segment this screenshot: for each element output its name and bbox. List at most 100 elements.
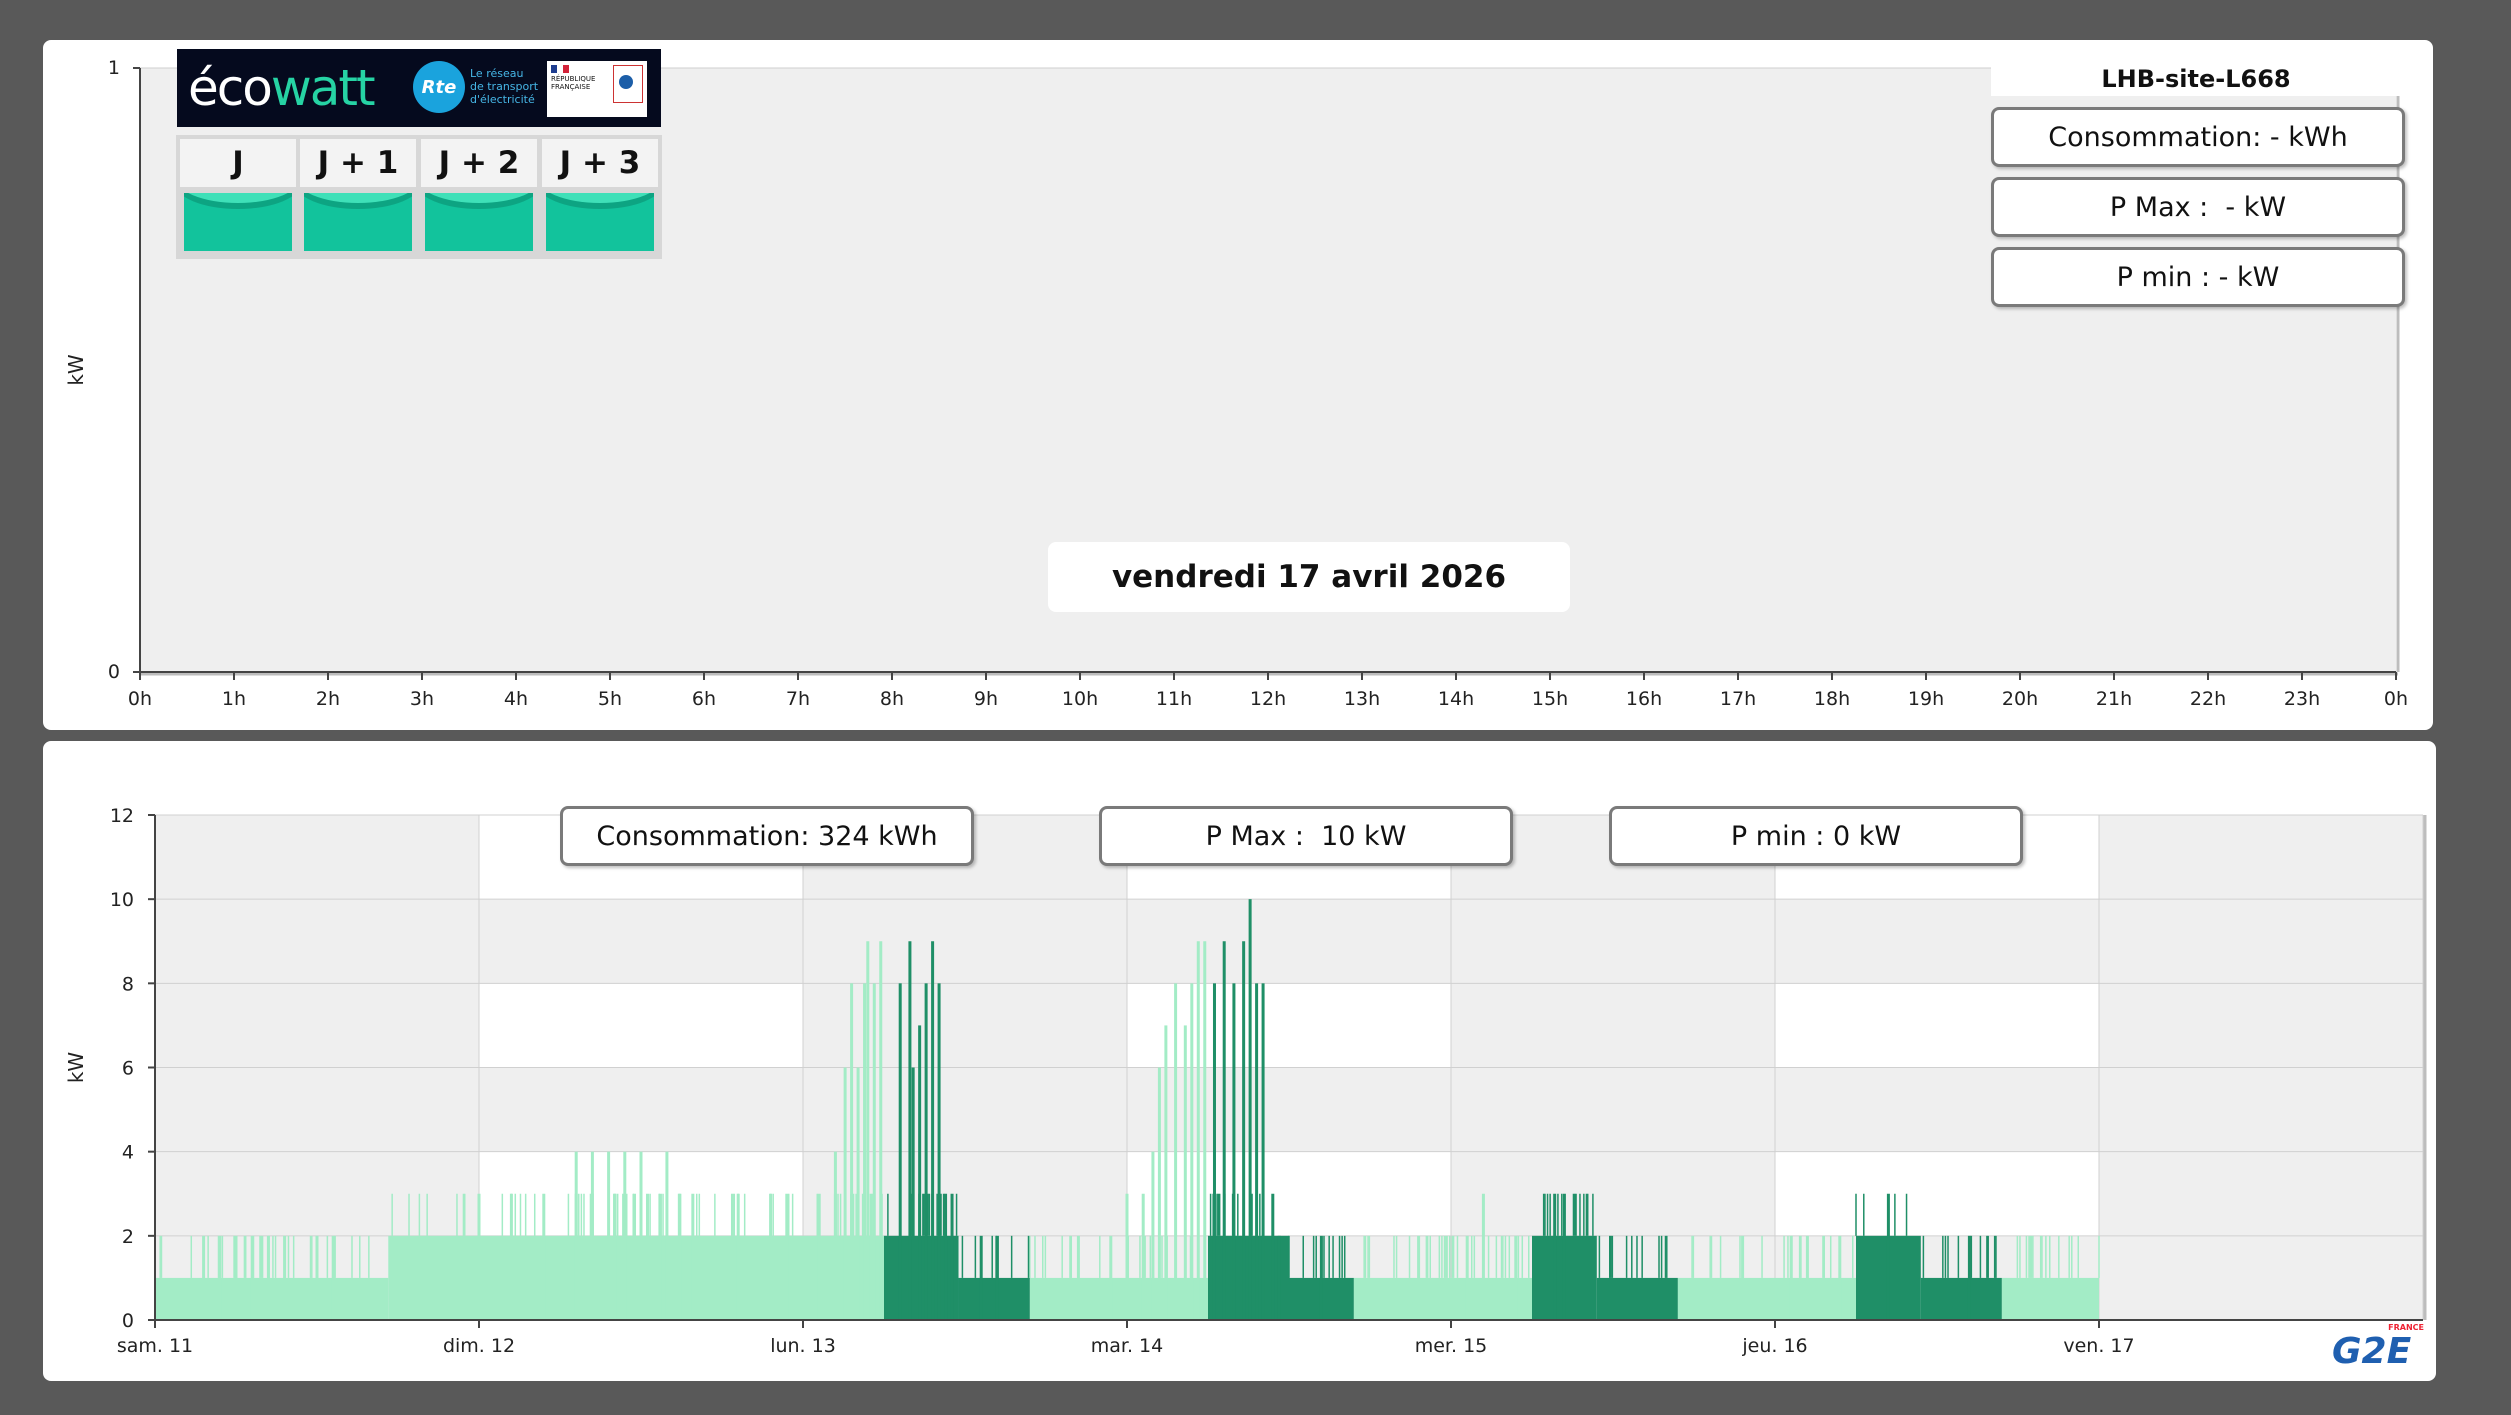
x-tick-label: 6h [692,688,716,710]
series-spike [938,983,941,1320]
series-spike [202,1236,205,1320]
series-spike [1197,941,1200,1320]
x-tick-label: 4h [504,688,528,710]
day-signal-swatch [304,193,412,251]
ecowatt-logo-prefix: éco [188,59,271,117]
marianne-flag-icon [551,65,569,73]
plot-band [1775,899,2099,983]
series-spike [1278,1236,1281,1320]
ecowatt-day-grid: J J + 1 J + 2 J + 3 [176,135,662,259]
series-segment [1678,1278,1856,1320]
rte-logo: Rte [413,61,465,113]
top-pmax-box: P Max : - kW [1991,177,2405,237]
x-tick-label: 17h [1720,688,1756,710]
y-axis-title: kW [64,354,88,386]
plot-band [2099,1068,2423,1152]
x-tick-label: 21h [2096,688,2132,710]
x-tick-label: 19h [1908,688,1944,710]
day-signal-swatch [184,193,292,251]
series-spike [863,983,866,1320]
series-segment [1354,1278,1532,1320]
series-spike [691,1194,694,1320]
day-signal-swatch [425,193,533,251]
series-spike [925,983,928,1320]
day-label: J + 1 [300,139,416,187]
series-spike [866,941,869,1320]
x-tick-label: 22h [2190,688,2226,710]
series-spike [879,941,882,1320]
ecowatt-widget: écowatt Rte Le réseau de transport d'éle… [176,49,662,259]
plot-band [2099,899,2423,983]
series-spike [944,1194,947,1320]
x-tick-label: 20h [2002,688,2038,710]
series-spike [1320,1236,1323,1320]
series-spike [1741,1236,1744,1320]
series-spike [1417,1236,1420,1320]
plot-band [1451,1068,1775,1152]
series-segment [2002,1278,2099,1320]
x-tick-label: 23h [2284,688,2320,710]
x-tick-label: 1h [222,688,246,710]
ecowatt-day-j3: J + 3 [542,139,658,257]
weekly-chart-panel: 0 2 4 6 8 10 12 sam. 11 dim. 12 lun. 13 mar. 14 mer… [43,741,2436,1381]
day-label: J [180,139,296,187]
series-spike [980,1236,983,1320]
series-spike [1223,941,1226,1320]
y-tick-label: 0 [108,661,120,683]
x-tick-label: dim. 12 [443,1335,515,1357]
day-label: J + 2 [421,139,537,187]
y-tick-label: 12 [110,805,134,827]
x-tick-label: jeu. 16 [1741,1335,1807,1357]
series-spike [1806,1236,1809,1320]
x-tick-label: ven. 17 [2063,1335,2134,1357]
x-tick-label: lun. 13 [770,1335,836,1357]
y-tick-label: 8 [122,973,134,995]
plot-band [155,899,479,983]
rte-text-line: d'électricité [470,93,538,106]
ecowatt-day-j2: J + 2 [421,139,537,257]
series-spike [1968,1236,1971,1320]
rte-text-line: de transport [470,80,538,93]
series-spike [646,1194,649,1320]
bottom-pmax-box: P Max : 10 kW [1099,806,1513,866]
y-axis-title: kW [64,1052,88,1084]
g2e-logo: G2E FRANCE [2328,1323,2428,1373]
series-segment [388,1236,884,1320]
series-spike [899,983,902,1320]
plot-band [1451,983,1775,1067]
series-spike [591,1152,594,1320]
series-spike [478,1194,481,1320]
x-tick-label: 10h [1062,688,1098,710]
series-spike [844,1068,847,1321]
bottom-consommation-box: Consommation: 324 kWh [560,806,974,866]
ecowatt-logo-suffix: watt [271,59,374,117]
x-tick-label: 13h [1344,688,1380,710]
series-spike [283,1236,286,1320]
series-spike [857,1068,860,1321]
x-tick-label: 16h [1626,688,1662,710]
series-segment [1597,1278,1678,1320]
plot-band [2099,983,2423,1067]
plot-band [155,815,479,899]
x-tick-label: 0h [128,688,152,710]
top-consommation-box: Consommation: - kWh [1991,107,2405,167]
series-spike [575,1152,578,1320]
republique-text-line: FRANÇAISE [551,83,595,91]
series-spike [951,1194,954,1320]
day-label: J + 3 [542,139,658,187]
x-tick-label: 9h [974,688,998,710]
rte-text-line: Le réseau [470,67,538,80]
republique-text-line: RÉPUBLIQUE [551,75,595,83]
series-spike [607,1152,610,1320]
g2e-country: FRANCE [2388,1323,2424,1332]
series-spike [542,1194,545,1320]
y-tick-label: 4 [122,1142,134,1164]
series-spike [235,1236,238,1320]
g2e-logo-text: G2E [2332,1331,2411,1372]
y-tick-label: 2 [122,1226,134,1248]
series-spike [665,1152,668,1320]
plot-band [1451,899,1775,983]
series-spike [1553,1194,1556,1320]
series-segment [155,1278,388,1320]
plot-band [155,1068,479,1152]
